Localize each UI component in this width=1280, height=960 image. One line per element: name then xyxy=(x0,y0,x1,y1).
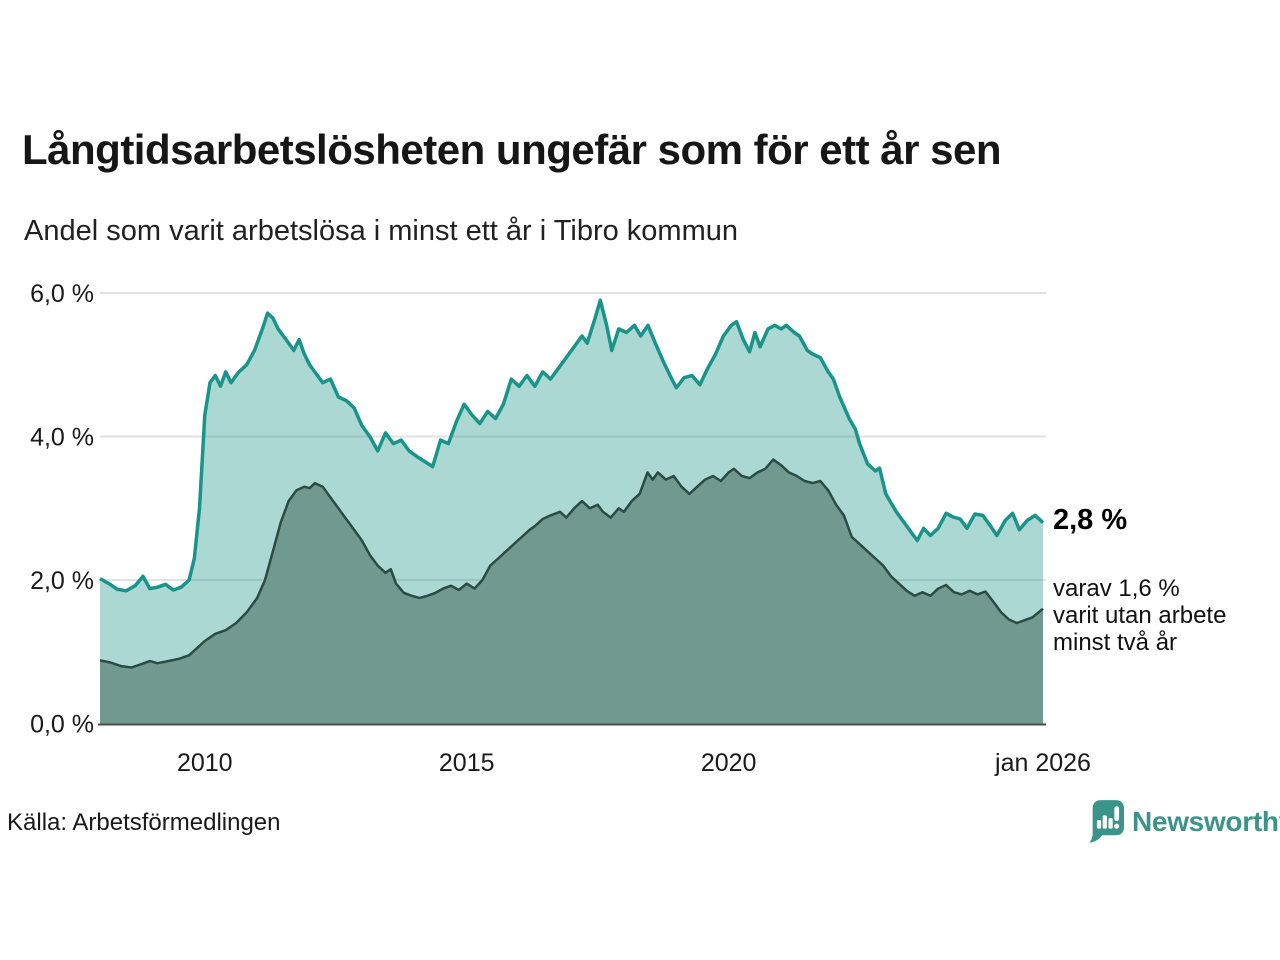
source-caption: Källa: Arbetsförmedlingen xyxy=(7,809,281,836)
two-year-detail-label: varav 1,6 % varit utan arbete minst två … xyxy=(1053,575,1227,656)
line-long-term xyxy=(99,298,1045,593)
logo-bar-2 xyxy=(1102,815,1107,829)
area-very-long-term xyxy=(100,459,1043,724)
x-axis-tick-label: jan 2026 xyxy=(994,749,1091,777)
y-axis-tick-label: 0,0 % xyxy=(30,711,94,739)
latest-value-label: 2,8 % xyxy=(1053,504,1128,536)
logo-exclamation-stem xyxy=(1114,806,1120,822)
x-axis-tick-label: 2020 xyxy=(701,749,757,777)
logo-bar-3 xyxy=(1108,818,1113,829)
y-axis-tick-label: 4,0 % xyxy=(30,424,94,452)
x-axis-tick-label: 2015 xyxy=(439,749,495,777)
newsworthy-logo-icon xyxy=(1089,800,1124,843)
logo-exclamation-dot xyxy=(1114,823,1120,829)
page-title: Långtidsarbetslösheten ungefär som för e… xyxy=(22,126,1002,173)
logo-bar-1 xyxy=(1096,820,1102,829)
newsworthy-logo-text: Newsworthy xyxy=(1132,805,1280,837)
x-axis-tick-label: 2010 xyxy=(177,749,233,777)
line-very-long-term xyxy=(99,458,1044,669)
y-axis-tick-label: 2,0 % xyxy=(30,567,94,595)
newsworthy-logo: Newsworthy xyxy=(1086,800,1280,843)
y-axis-tick-label: 6,0 % xyxy=(30,280,94,308)
page-subtitle: Andel som varit arbetslösa i minst ett å… xyxy=(24,215,738,247)
